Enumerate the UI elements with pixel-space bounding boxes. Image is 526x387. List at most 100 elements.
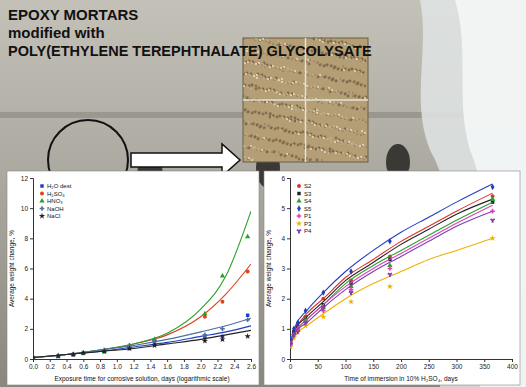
speck [283, 141, 286, 144]
speck [286, 118, 288, 120]
x-tick-mark [167, 359, 168, 362]
speck [247, 121, 249, 123]
speck [339, 153, 341, 155]
speck [319, 64, 322, 67]
data-point [246, 314, 249, 317]
y-tick: 4 [24, 295, 33, 302]
speck [258, 87, 261, 90]
speck [306, 110, 308, 112]
speck [357, 157, 359, 159]
legend-entry: S2 [297, 183, 312, 189]
data-point [348, 298, 354, 304]
speck [297, 96, 298, 97]
x-tick: 100 [341, 359, 352, 370]
x-tick: 1.0 [113, 359, 122, 370]
header-line: modified with [8, 24, 105, 41]
x-tick-label: 2.6 [247, 363, 256, 370]
speck [331, 116, 332, 117]
speck [318, 147, 321, 150]
legend: H₂O destH₂SO₄HNO₃NaOHNaCl [39, 183, 72, 219]
speck [308, 120, 311, 123]
speck [292, 144, 294, 146]
speck [276, 116, 279, 119]
speck [286, 93, 288, 95]
legend-entry: NaOH [40, 206, 64, 212]
x-tick-mark [67, 359, 68, 362]
speck [329, 148, 332, 151]
speck [316, 137, 318, 139]
speck [288, 83, 289, 84]
speck [316, 159, 319, 162]
speck [246, 72, 249, 75]
speck [270, 127, 273, 130]
speck [334, 66, 337, 69]
speck [290, 144, 293, 147]
speck [245, 61, 248, 64]
speck [330, 65, 333, 68]
speck [248, 85, 251, 88]
legend-marker [40, 192, 44, 196]
speck [340, 92, 343, 95]
speck [272, 65, 274, 67]
speck [343, 66, 344, 67]
speck [255, 88, 258, 91]
y-tick-mark [30, 299, 33, 300]
speck [286, 130, 287, 131]
speck [321, 149, 323, 151]
speck [315, 148, 318, 151]
speck [341, 118, 342, 119]
speck [348, 143, 349, 144]
y-tick-label: 5 [281, 205, 285, 212]
speck [347, 152, 350, 155]
speck [330, 140, 332, 142]
speck [291, 93, 294, 96]
x-tick-mark [484, 359, 485, 362]
data-point [490, 218, 495, 222]
speck [248, 60, 251, 63]
speck [338, 139, 341, 142]
speck [254, 148, 255, 149]
speck [285, 104, 288, 107]
speck [349, 80, 352, 83]
speck [262, 63, 264, 65]
legend: S2S3S4S5P1P3P4 [296, 183, 312, 234]
speck [269, 113, 272, 116]
data-point [290, 342, 293, 346]
x-tick: 50 [315, 359, 323, 370]
data-point [33, 354, 36, 359]
speck [310, 88, 311, 89]
speck [330, 40, 333, 43]
speck [274, 78, 276, 80]
speck [262, 40, 263, 41]
speck [268, 139, 271, 142]
speck [341, 141, 343, 143]
speck [342, 117, 343, 118]
speck [335, 137, 338, 140]
speck [279, 140, 282, 143]
axis-line [30, 179, 34, 360]
speck [284, 105, 286, 107]
speck [330, 137, 332, 139]
speck [352, 107, 355, 110]
speck [328, 152, 330, 154]
speck [321, 124, 323, 126]
legend-marker [40, 184, 43, 187]
header-line: EPOXY MORTARS [8, 6, 138, 23]
speck [256, 74, 258, 76]
speck [309, 134, 312, 137]
speck [362, 72, 365, 75]
x-tick-label: 300 [452, 363, 463, 370]
x-tick: 0.2 [46, 359, 55, 370]
speck [257, 73, 260, 76]
speck [275, 92, 277, 94]
speck [356, 120, 357, 121]
speck [274, 80, 275, 81]
speck [283, 94, 285, 96]
legend-entry: P3 [296, 220, 312, 227]
speck [324, 151, 326, 153]
x-tick-label: 0.4 [63, 363, 72, 370]
speck [329, 101, 331, 103]
speck [297, 119, 300, 122]
speck [283, 68, 284, 69]
speck [276, 91, 279, 94]
